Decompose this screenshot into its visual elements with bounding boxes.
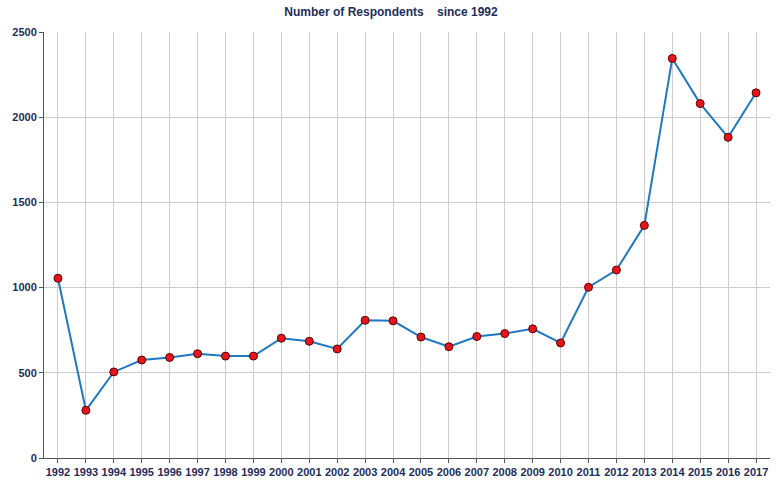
svg-text:1993: 1993 <box>74 466 98 478</box>
svg-text:2006: 2006 <box>437 466 461 478</box>
svg-text:2000: 2000 <box>12 111 36 123</box>
svg-text:2003: 2003 <box>353 466 377 478</box>
svg-text:2014: 2014 <box>660 466 685 478</box>
svg-text:0: 0 <box>31 452 37 464</box>
svg-text:Number of Respondents since: Number of Respondents since 1992 <box>284 5 498 19</box>
svg-text:2017: 2017 <box>744 466 768 478</box>
svg-text:1992: 1992 <box>46 466 70 478</box>
svg-text:2002: 2002 <box>325 466 349 478</box>
svg-text:2012: 2012 <box>604 466 628 478</box>
svg-text:2013: 2013 <box>632 466 656 478</box>
svg-text:2500: 2500 <box>12 26 36 38</box>
svg-text:1500: 1500 <box>12 196 36 208</box>
svg-text:1998: 1998 <box>213 466 237 478</box>
svg-text:2004: 2004 <box>381 466 406 478</box>
svg-text:2016: 2016 <box>716 466 740 478</box>
svg-text:1997: 1997 <box>185 466 209 478</box>
svg-text:2001: 2001 <box>297 466 321 478</box>
svg-text:2015: 2015 <box>688 466 712 478</box>
svg-text:500: 500 <box>18 367 36 379</box>
svg-text:2005: 2005 <box>409 466 433 478</box>
svg-text:2007: 2007 <box>465 466 489 478</box>
svg-text:2009: 2009 <box>520 466 544 478</box>
svg-text:1000: 1000 <box>12 281 36 293</box>
svg-text:1994: 1994 <box>102 466 127 478</box>
svg-text:2000: 2000 <box>269 466 293 478</box>
svg-text:2011: 2011 <box>577 466 601 478</box>
svg-text:1999: 1999 <box>241 466 265 478</box>
svg-text:2008: 2008 <box>492 466 516 478</box>
svg-text:1996: 1996 <box>157 466 181 478</box>
svg-text:1995: 1995 <box>129 466 153 478</box>
svg-text:2010: 2010 <box>548 466 572 478</box>
